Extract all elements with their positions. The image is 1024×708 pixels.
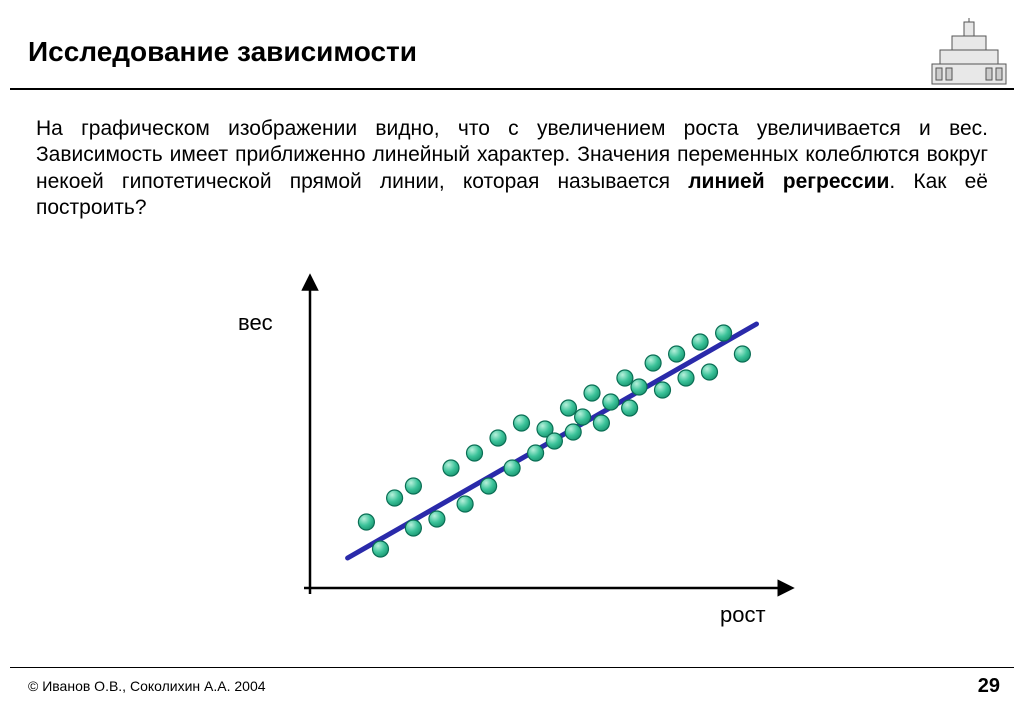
data-point: [622, 400, 638, 416]
data-point: [387, 490, 403, 506]
data-point: [603, 394, 619, 410]
data-point: [429, 511, 445, 527]
data-point: [734, 346, 750, 362]
data-point: [645, 355, 661, 371]
footer-rule: [10, 667, 1014, 668]
data-point: [678, 370, 694, 386]
data-point: [669, 346, 685, 362]
msu-logo: [928, 18, 1010, 88]
data-point: [692, 334, 708, 350]
title-rule: [10, 88, 1014, 90]
page-title: Исследование зависимости: [28, 36, 417, 68]
x-axis-label: рост: [720, 602, 766, 628]
body-paragraph: На графическом изображении видно, что с …: [36, 116, 988, 221]
y-axis-label: вес: [238, 310, 273, 336]
data-point: [405, 520, 421, 536]
data-point: [575, 409, 591, 425]
slide: Исследование зависимости На графическом …: [0, 0, 1024, 708]
data-point: [546, 433, 562, 449]
data-point: [584, 385, 600, 401]
data-point: [405, 478, 421, 494]
data-point: [702, 364, 718, 380]
page-number: 29: [978, 675, 1000, 698]
data-point: [443, 460, 459, 476]
data-point: [565, 424, 581, 440]
data-point: [561, 400, 577, 416]
data-point: [514, 415, 530, 431]
data-point: [490, 430, 506, 446]
data-point: [481, 478, 497, 494]
data-point: [358, 514, 374, 530]
data-point: [528, 445, 544, 461]
data-point: [373, 541, 389, 557]
data-point: [617, 370, 633, 386]
scatter-chart: вес рост: [240, 268, 800, 628]
data-point: [457, 496, 473, 512]
data-point: [716, 325, 732, 341]
copyright: © Иванов О.В., Соколихин А.А. 2004: [28, 678, 266, 694]
data-point: [593, 415, 609, 431]
data-point: [467, 445, 483, 461]
data-point: [631, 379, 647, 395]
body-text-bold: линией регрессии: [688, 170, 889, 193]
data-point: [655, 382, 671, 398]
data-point: [504, 460, 520, 476]
